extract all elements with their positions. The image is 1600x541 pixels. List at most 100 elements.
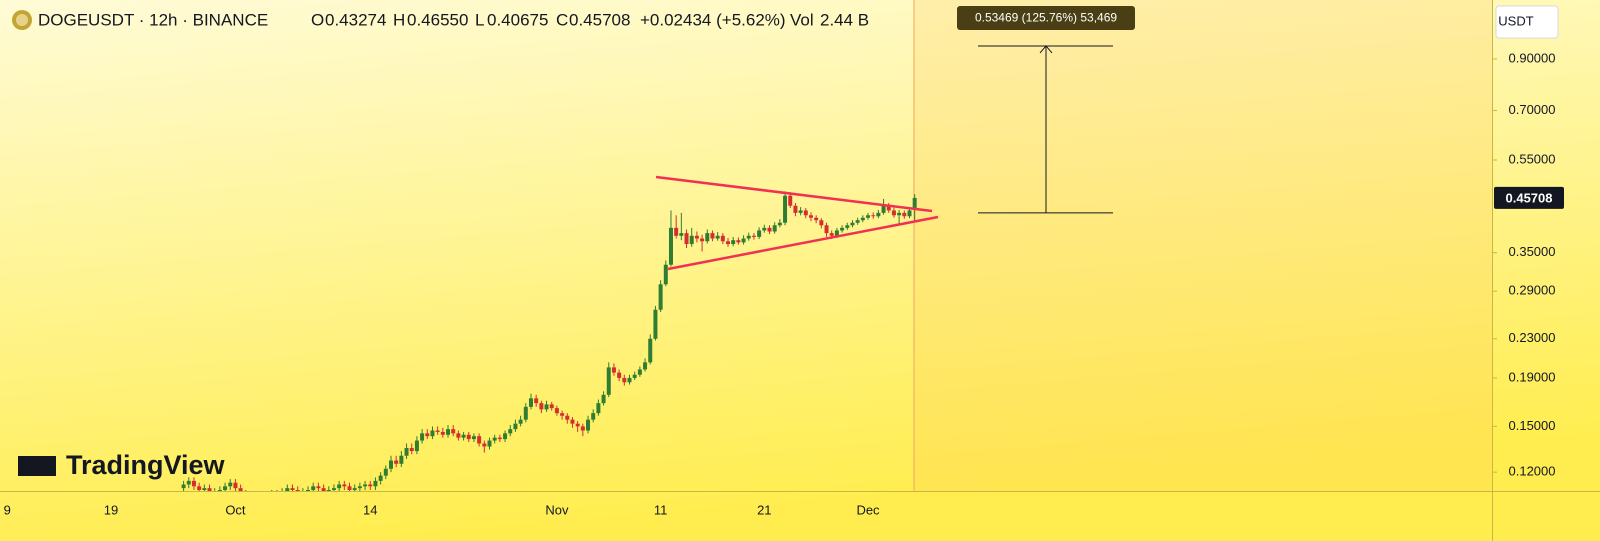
candle-body: [907, 210, 912, 217]
y-tick-label: 0.19000: [1509, 369, 1556, 384]
candle-body: [331, 488, 336, 490]
candle-body: [228, 482, 233, 487]
candle-body: [814, 217, 819, 221]
x-tick-label: 9: [4, 502, 11, 517]
candle-body: [617, 372, 622, 378]
candle-body: [217, 490, 222, 491]
candle-body: [694, 235, 699, 239]
currency[interactable]: USDT: [1498, 13, 1533, 28]
symbol-logo-inner: [16, 14, 28, 26]
candle-body: [565, 415, 570, 420]
candle-body: [736, 240, 741, 243]
candle-body: [570, 419, 575, 424]
candle-body: [767, 227, 772, 232]
x-tick-label: Oct: [225, 502, 246, 517]
candle-body: [586, 419, 591, 431]
candle-body: [788, 195, 793, 206]
candle-body: [388, 460, 393, 469]
candle-body: [819, 220, 824, 226]
candle-body: [679, 233, 684, 236]
x-tick-label: 19: [104, 502, 118, 517]
candle-body: [528, 398, 533, 407]
candle-body: [337, 484, 342, 489]
candle-body: [658, 284, 663, 310]
candle-body: [855, 220, 860, 223]
candle-body: [803, 210, 808, 216]
candle-body: [207, 488, 212, 491]
candle-body: [580, 426, 585, 431]
ohlc-label: O: [311, 10, 324, 29]
x-tick-label: 14: [363, 502, 377, 517]
candle-body: [503, 433, 508, 440]
candle-body: [663, 264, 668, 285]
candle-body: [451, 429, 456, 434]
candle-body: [808, 215, 813, 218]
candle-body: [591, 413, 596, 420]
candle-body: [596, 403, 601, 414]
candle-body: [238, 488, 243, 491]
candle-body: [710, 233, 715, 239]
candle-body: [352, 488, 357, 490]
ohlc-value: 0.43274: [325, 10, 386, 29]
candle-body: [627, 377, 632, 383]
ohlc-label: H: [393, 10, 405, 29]
y-tick-label: 0.90000: [1509, 50, 1556, 65]
candle-body: [689, 235, 694, 245]
candle-body: [824, 225, 829, 234]
candle-body: [414, 440, 419, 452]
candle-body: [876, 212, 881, 217]
candle-body: [840, 227, 845, 231]
candle-body: [601, 394, 606, 404]
candle-body: [902, 212, 907, 217]
candle-body: [290, 488, 295, 490]
candle-body: [357, 486, 362, 489]
candle-body: [482, 443, 487, 447]
candle-body: [912, 197, 917, 210]
candle-body: [487, 440, 492, 447]
candle-body: [751, 235, 756, 237]
symbol: DOGEUSDT · 12h · BINANCE: [38, 10, 268, 29]
candle-body: [191, 480, 196, 487]
change: +0.02434 (+5.62%): [640, 10, 786, 29]
candle-body: [492, 437, 497, 441]
measure: 0.53469 (125.76%) 53,469: [957, 6, 1135, 214]
candle-body: [798, 210, 803, 213]
y-tick-label: 0.35000: [1509, 244, 1556, 259]
candle-body: [181, 484, 186, 489]
candle-body: [886, 205, 891, 211]
candle-body: [684, 233, 689, 245]
ohlc-value: 0.45708: [569, 10, 630, 29]
measure-arrowhead: [1039, 45, 1053, 54]
candle-body: [233, 482, 238, 489]
candles: [181, 191, 917, 491]
candle-body: [757, 230, 762, 237]
candle-body: [554, 408, 559, 414]
candle-body: [726, 241, 731, 245]
candle-body: [783, 195, 788, 223]
currency-box[interactable]: [1495, 5, 1559, 39]
candle-body: [871, 215, 876, 217]
candle-body: [777, 222, 782, 226]
x-tick-label: 11: [654, 502, 668, 517]
candle-body: [435, 430, 440, 432]
candle-body: [378, 475, 383, 481]
candle-body: [316, 486, 321, 489]
candle-body: [575, 423, 580, 427]
candle-body: [523, 406, 528, 420]
x-tick-label: Dec: [856, 502, 880, 517]
candle-body: [477, 436, 482, 444]
candle-body: [772, 225, 777, 232]
candle-body: [544, 404, 549, 410]
candle-body: [720, 235, 725, 242]
candle-body: [186, 480, 191, 485]
candle-body: [648, 338, 653, 363]
watermark: TradingView: [66, 450, 226, 480]
candle-body: [497, 437, 502, 440]
measure-label-box: [957, 6, 1135, 30]
candle-body: [440, 431, 445, 435]
candle-body: [534, 398, 539, 404]
y-tick-label: 0.23000: [1509, 330, 1556, 345]
candle-body: [715, 235, 720, 239]
trendline-upper: [655, 175, 933, 213]
